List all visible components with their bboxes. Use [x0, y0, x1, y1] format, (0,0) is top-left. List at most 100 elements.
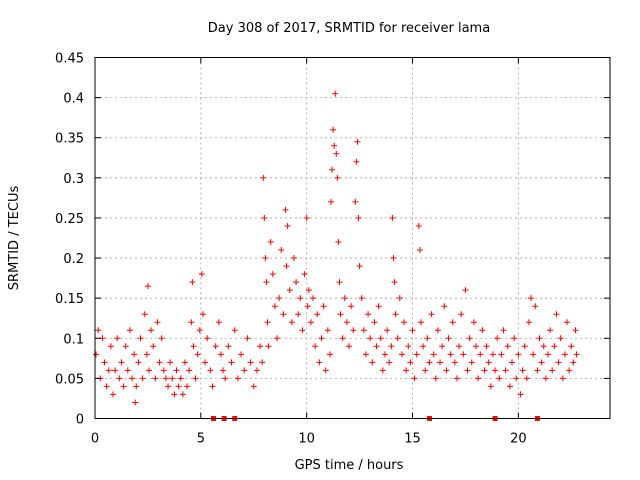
data-point: [377, 335, 384, 342]
data-point: [310, 295, 317, 302]
x-tick-label: 10: [298, 432, 315, 447]
data-point: [538, 359, 545, 366]
data-point: [167, 359, 174, 366]
data-point: [355, 214, 362, 221]
data-point: [365, 311, 372, 318]
data-point: [468, 359, 475, 366]
data-point: [181, 359, 188, 366]
data-point: [269, 271, 276, 278]
y-tick-label: 0.4: [63, 92, 84, 107]
data-point: [439, 343, 446, 350]
data-point: [384, 327, 391, 334]
data-point: [109, 391, 116, 398]
x-tick-label: 5: [197, 432, 205, 447]
data-point: [265, 343, 272, 350]
data-point: [337, 311, 344, 318]
data-point: [437, 359, 444, 366]
data-point: [570, 359, 577, 366]
data-point: [169, 375, 176, 382]
data-point: [283, 263, 290, 270]
y-tick-label: 0.3: [63, 172, 84, 187]
data-point: [566, 367, 573, 374]
data-point: [202, 359, 209, 366]
data-point: [339, 335, 346, 342]
data-point: [348, 303, 355, 310]
data-point: [489, 351, 496, 358]
data-point: [293, 279, 300, 286]
data-point: [160, 367, 167, 374]
data-point: [334, 174, 341, 181]
data-point: [264, 319, 271, 326]
y-tick-label: 0.2: [63, 252, 84, 267]
data-point: [257, 343, 264, 350]
data-point: [485, 359, 492, 366]
data-point: [154, 319, 161, 326]
data-point: [198, 271, 205, 278]
data-point: [301, 271, 308, 278]
data-point: [464, 367, 471, 374]
data-point: [432, 375, 439, 382]
data-point: [551, 343, 558, 350]
x-tick-label: 20: [510, 432, 527, 447]
data-point: [523, 375, 530, 382]
data-point: [568, 343, 575, 350]
data-point: [173, 367, 180, 374]
data-point: [341, 295, 348, 302]
data-point: [148, 327, 155, 334]
data-point: [475, 375, 482, 382]
data-point: [496, 375, 503, 382]
data-point: [247, 359, 254, 366]
data-point: [371, 319, 378, 326]
data-point: [369, 359, 376, 366]
data-point: [286, 287, 293, 294]
data-point: [504, 343, 511, 350]
y-tick-label: 0: [76, 413, 84, 428]
plot-frame: [94, 57, 611, 419]
data-point: [320, 303, 327, 310]
data-point: [303, 214, 310, 221]
data-point: [413, 351, 420, 358]
data-point: [93, 351, 100, 358]
data-point: [416, 247, 423, 254]
data-point: [553, 311, 560, 318]
data-point: [350, 327, 357, 334]
data-point: [353, 158, 360, 165]
data-point: [333, 150, 340, 157]
data-point: [324, 327, 331, 334]
data-point: [328, 198, 335, 205]
data-point: [290, 255, 297, 262]
data-point: [456, 343, 463, 350]
data-point: [188, 319, 195, 326]
data-point: [238, 351, 245, 358]
data-points: [93, 90, 580, 406]
data-point: [190, 343, 197, 350]
data-point: [445, 335, 452, 342]
data-point: [284, 222, 291, 229]
data-point: [513, 375, 520, 382]
y-tick-label: 0.45: [55, 52, 84, 67]
data-point: [422, 367, 429, 374]
data-point: [234, 375, 241, 382]
data-point: [417, 319, 424, 326]
data-point: [462, 287, 469, 294]
data-point: [162, 375, 169, 382]
data-point: [477, 351, 484, 358]
data-point: [222, 375, 229, 382]
y-axis-label: SRMTID / TECUs: [7, 186, 22, 291]
data-point: [346, 343, 353, 350]
data-point: [282, 206, 289, 213]
data-point: [449, 319, 456, 326]
data-point: [175, 383, 182, 390]
data-point: [194, 351, 201, 358]
data-point: [209, 383, 216, 390]
data-point: [428, 311, 435, 318]
data-point: [335, 239, 342, 246]
axis-ticks: 0 5 10 15 20 0 0.05 0.1 0.15 0.2 0.25 0.3 0.35 0.4 0.4…: [55, 52, 610, 447]
data-point: [186, 367, 193, 374]
data-point: [122, 343, 129, 350]
data-point: [564, 319, 571, 326]
data-point: [487, 383, 494, 390]
data-point: [139, 375, 146, 382]
data-point: [288, 319, 295, 326]
data-point: [295, 311, 302, 318]
